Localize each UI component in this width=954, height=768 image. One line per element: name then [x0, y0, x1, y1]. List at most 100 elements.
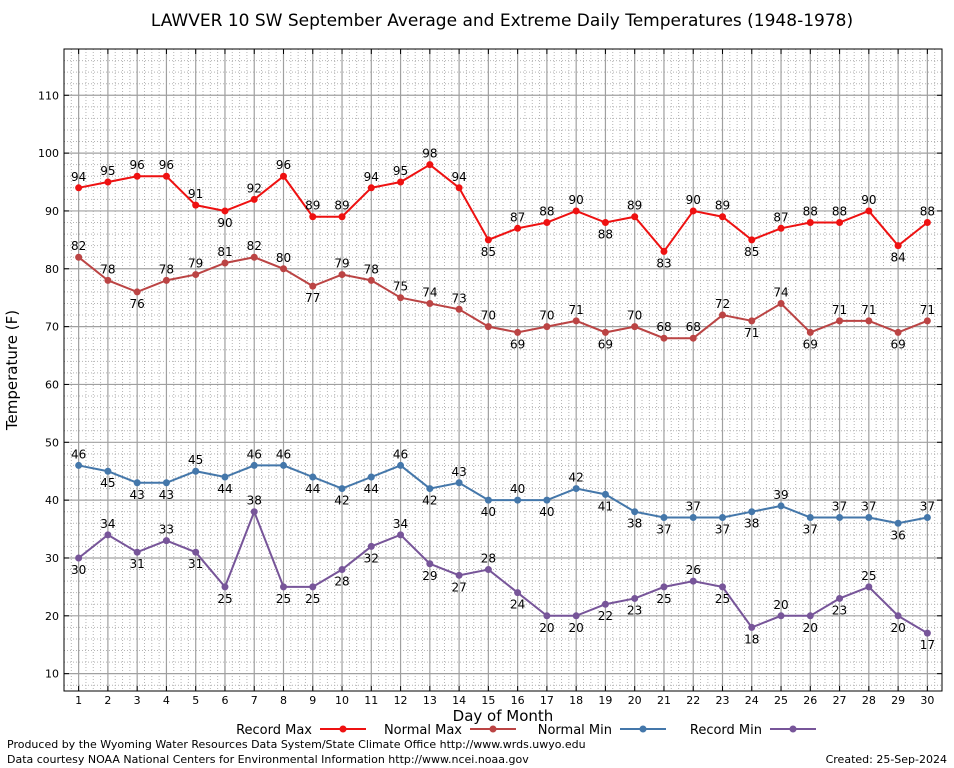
data-point	[514, 589, 522, 597]
data-point	[660, 583, 668, 591]
data-point	[280, 265, 287, 273]
data-point	[777, 502, 785, 510]
data-label: 71	[569, 303, 584, 317]
data-label: 37	[715, 522, 730, 536]
y-tick-label: 40	[45, 494, 59, 507]
data-label: 88	[803, 205, 818, 219]
data-label: 20	[803, 621, 818, 635]
data-point	[250, 195, 258, 203]
data-label: 46	[393, 447, 408, 461]
data-label: 43	[130, 488, 145, 502]
data-label: 95	[100, 164, 115, 178]
data-label: 37	[803, 522, 818, 536]
data-label: 22	[598, 609, 613, 623]
data-point	[250, 508, 258, 516]
data-point	[280, 172, 287, 180]
data-label: 43	[159, 488, 174, 502]
x-tick-label: 12	[394, 694, 408, 707]
data-point	[719, 583, 726, 591]
data-point	[689, 334, 697, 342]
x-tick-label: 14	[452, 694, 466, 707]
data-label: 94	[451, 170, 466, 184]
data-label: 44	[364, 482, 379, 496]
grid	[64, 49, 942, 691]
y-axis-label: Temperature (F)	[3, 310, 21, 431]
data-label: 36	[890, 528, 905, 542]
data-label: 94	[364, 170, 379, 184]
data-point	[75, 184, 83, 192]
data-label: 37	[686, 499, 701, 513]
data-label: 37	[832, 499, 847, 513]
data-point	[104, 178, 112, 186]
data-point	[397, 461, 405, 469]
legend-label: Record Min	[690, 723, 762, 738]
data-point	[221, 473, 229, 481]
data-point	[631, 594, 639, 602]
data-point	[75, 554, 83, 562]
data-label: 31	[188, 557, 203, 571]
x-tick-label: 17	[540, 694, 554, 707]
x-tick-label: 29	[891, 694, 905, 707]
data-label: 85	[481, 245, 496, 259]
x-tick-label: 21	[657, 694, 671, 707]
data-label: 95	[393, 164, 408, 178]
x-axis-label: Day of Month	[453, 707, 554, 725]
x-tick-label: 1	[75, 694, 82, 707]
series-line	[78, 163, 928, 254]
data-point	[338, 213, 346, 221]
data-label: 44	[217, 482, 232, 496]
data-label: 84	[890, 251, 905, 265]
data-label: 25	[217, 592, 232, 606]
data-label: 38	[247, 494, 262, 508]
data-point	[777, 224, 785, 232]
data-label: 96	[130, 158, 145, 172]
data-point	[192, 201, 200, 209]
legend-label: Normal Max	[384, 723, 462, 738]
x-tick-label: 20	[628, 694, 642, 707]
data-point	[455, 571, 463, 579]
data-point	[836, 594, 844, 602]
data-label: 42	[422, 494, 437, 508]
data-label: 45	[100, 476, 115, 490]
data-point	[572, 612, 580, 620]
data-label: 69	[510, 337, 525, 351]
data-label: 92	[247, 181, 262, 195]
data-label: 41	[598, 499, 613, 513]
data-label: 87	[510, 210, 525, 224]
data-label: 42	[569, 471, 584, 485]
data-point	[426, 485, 434, 493]
data-point	[923, 513, 931, 521]
data-point	[894, 242, 902, 250]
data-label: 32	[364, 551, 379, 565]
data-point	[484, 236, 492, 244]
data-point	[367, 473, 375, 481]
data-point	[367, 184, 375, 192]
data-label: 87	[773, 210, 788, 224]
data-point	[894, 612, 902, 620]
data-point	[689, 577, 697, 585]
data-label: 37	[920, 499, 935, 513]
data-point	[133, 548, 141, 556]
data-label: 71	[832, 303, 847, 317]
data-point	[748, 236, 756, 244]
x-tick-label: 26	[803, 694, 817, 707]
data-point	[689, 513, 697, 521]
data-point	[250, 461, 258, 469]
data-point	[338, 566, 346, 574]
data-point	[75, 461, 83, 469]
data-point	[162, 537, 170, 545]
y-tick-label: 100	[38, 147, 59, 160]
legend-marker	[789, 725, 797, 733]
data-point	[719, 513, 726, 521]
data-label: 27	[451, 580, 466, 594]
data-label: 46	[71, 447, 86, 461]
data-source-credit: Data courtesy NOAA National Centers for …	[7, 753, 529, 766]
y-tick-label: 80	[45, 263, 59, 276]
legend-label: Normal Min	[538, 723, 612, 738]
data-point	[221, 583, 229, 591]
data-point	[397, 178, 405, 186]
data-point	[631, 508, 639, 516]
data-label: 73	[451, 291, 466, 305]
data-label: 39	[773, 488, 788, 502]
data-label: 88	[920, 205, 935, 219]
